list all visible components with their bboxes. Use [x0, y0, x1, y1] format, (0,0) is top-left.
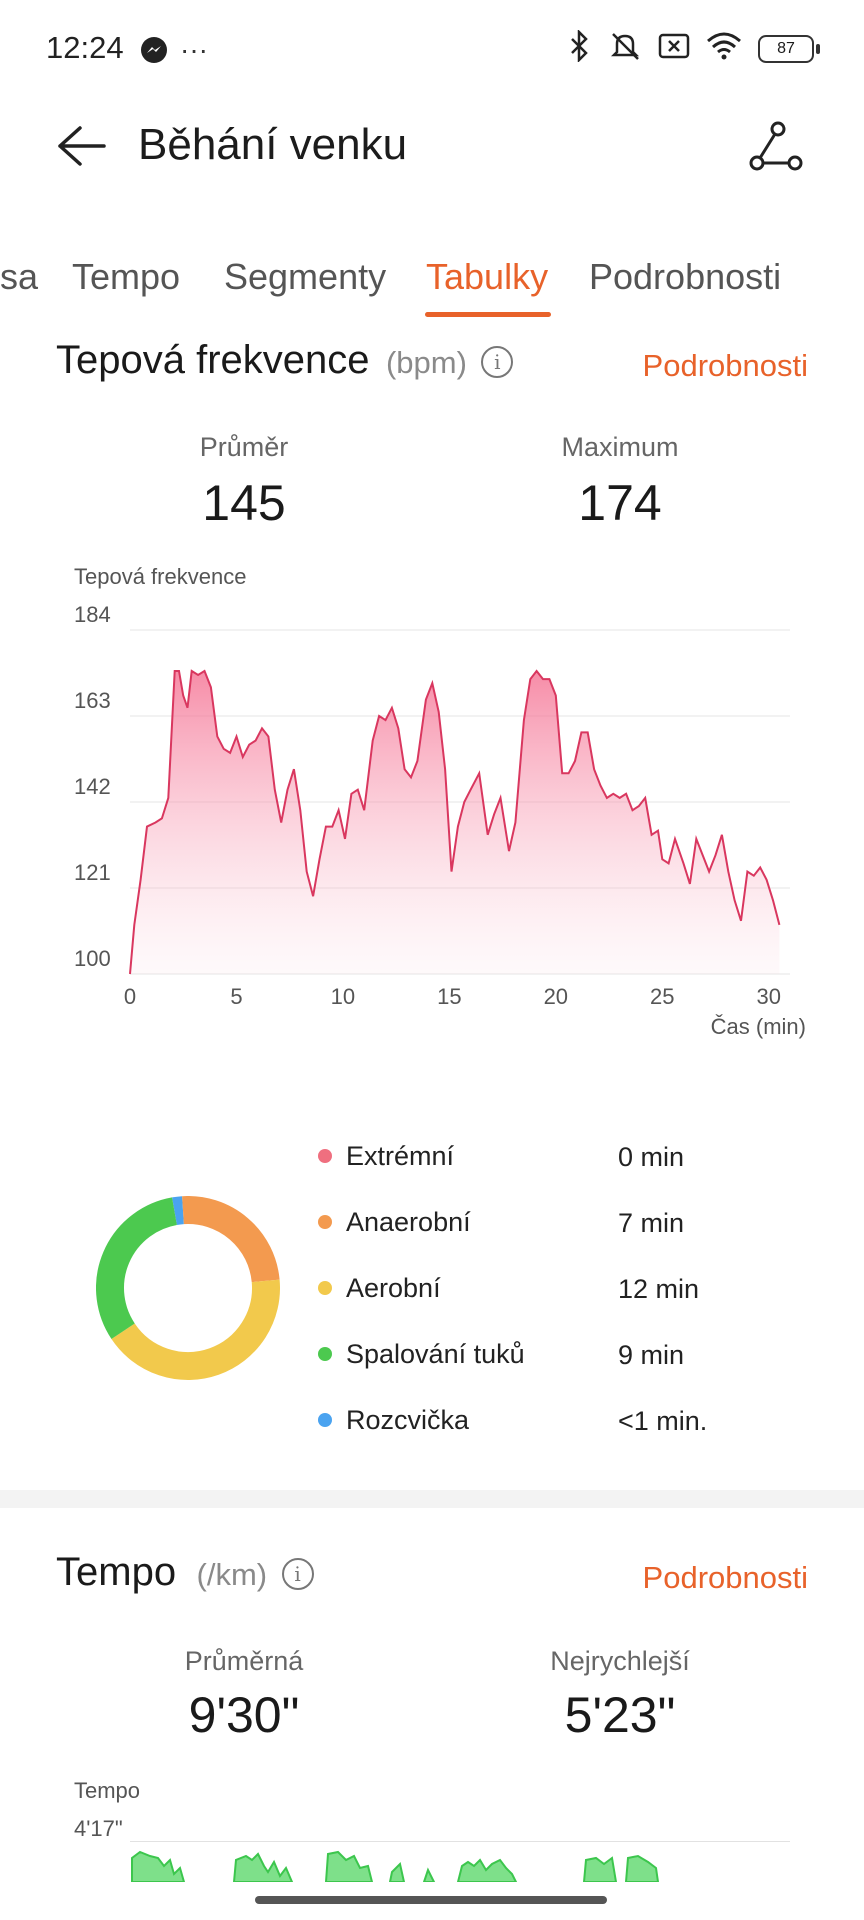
pace-unit: (/km)	[196, 1557, 268, 1592]
zone-row-aerobic: Aerobní	[318, 1268, 441, 1308]
page-title: Běhání venku	[138, 120, 408, 169]
tab-tabulky[interactable]: Tabulky	[426, 256, 549, 297]
zone-label: Rozcvička	[346, 1404, 470, 1435]
heart-rate-heading: Tepová frekvence (bpm) i	[56, 338, 514, 383]
info-icon[interactable]: i	[481, 346, 514, 378]
zone-label: Anaerobní	[346, 1206, 471, 1237]
pace-title: Tempo	[56, 1550, 177, 1594]
zone-value: 7 min	[618, 1208, 685, 1238]
zone-dot	[318, 1281, 332, 1295]
tab-segmenty[interactable]: Segmenty	[224, 256, 387, 297]
mute-icon	[608, 30, 642, 67]
battery-indicator: 87	[758, 34, 820, 63]
pace-top-tick: 4'17"	[74, 1816, 123, 1841]
avg-pace-label: Průměrná	[184, 1646, 304, 1676]
fastest-pace-label: Nejrychlejší	[550, 1646, 690, 1676]
y-tick-label: 100	[74, 946, 111, 971]
zone-donut-chart	[96, 1196, 280, 1380]
wifi-icon	[706, 31, 742, 66]
hr-line	[129, 669, 781, 975]
donut-segment-anaerobní	[182, 1196, 280, 1283]
zone-row-anaerobic: Anaerobní	[318, 1202, 471, 1242]
x-tick-label: 25	[650, 984, 674, 1009]
avg-hr-value: 145	[202, 475, 286, 531]
status-time: 12:24	[46, 30, 124, 65]
bluetooth-icon	[566, 28, 592, 67]
heart-rate-title: Tepová frekvence	[56, 338, 370, 382]
home-indicator[interactable]	[255, 1896, 607, 1904]
section-divider	[0, 1490, 864, 1508]
zone-label: Spalování tuků	[346, 1338, 525, 1369]
pace-chart-bars	[131, 1850, 660, 1882]
info-icon[interactable]: i	[281, 1558, 314, 1590]
pace-chart-caption: Tempo	[74, 1778, 141, 1803]
tab-tempo[interactable]: Tempo	[72, 256, 181, 297]
x-tick-label: 5	[230, 984, 242, 1009]
hr-chart-caption: Tepová frekvence	[74, 564, 247, 589]
zone-dot	[318, 1413, 332, 1427]
y-tick-label: 184	[74, 602, 111, 627]
zone-row-warmup: Rozcvička	[318, 1400, 469, 1440]
y-tick-label: 121	[74, 860, 111, 885]
zone-value: 12 min	[618, 1274, 700, 1304]
y-tick-label: 163	[74, 688, 111, 713]
x-tick-label: 10	[331, 984, 355, 1009]
back-button[interactable]	[56, 124, 106, 173]
donut-segment-rozcvička	[172, 1196, 185, 1225]
x-tick-label: 20	[544, 984, 568, 1009]
x-tick-label: 0	[124, 984, 136, 1009]
tab-bar: sa Tempo Segmenty Tabulky Podrobnosti	[0, 256, 864, 317]
heart-rate-details-link[interactable]: Podrobnosti	[642, 348, 808, 383]
zone-value: 9 min	[618, 1340, 685, 1370]
x-tick-label: 15	[437, 984, 461, 1009]
messenger-icon	[140, 36, 168, 69]
route-map-button[interactable]	[748, 120, 804, 177]
active-tab-indicator	[425, 312, 551, 317]
zone-row-extreme: Extrémní	[318, 1136, 454, 1176]
pace-heading: Tempo (/km) i	[56, 1550, 314, 1595]
heart-rate-unit: (bpm)	[385, 345, 467, 380]
zone-dot	[318, 1149, 332, 1163]
zone-dot	[318, 1215, 332, 1229]
tab-podrobnosti[interactable]: Podrobnosti	[589, 256, 782, 297]
y-tick-label: 142	[74, 774, 111, 799]
x-tick-label: 30	[756, 984, 780, 1009]
more-notifications-icon: ···	[180, 34, 208, 65]
x-axis-label: Čas (min)	[711, 1014, 806, 1039]
tab-partial[interactable]: sa	[0, 256, 39, 297]
donut-segment-aerobní	[111, 1279, 280, 1380]
zone-label: Extrémní	[346, 1140, 455, 1171]
zone-row-fat-burn: Spalování tuků	[318, 1334, 525, 1374]
pace-details-link[interactable]: Podrobnosti	[642, 1560, 808, 1595]
max-hr-value: 174	[578, 475, 662, 531]
no-sim-icon	[658, 32, 690, 65]
zone-label: Aerobní	[346, 1272, 441, 1303]
donut-segment-spalování-tuků	[96, 1197, 178, 1340]
zone-value: <1 min.	[618, 1406, 708, 1436]
fastest-pace-value: 5'23"	[564, 1687, 676, 1743]
avg-pace-value: 9'30"	[188, 1687, 300, 1743]
pace-gridline	[130, 1841, 790, 1842]
avg-hr-label: Průměr	[199, 432, 289, 462]
zone-dot	[318, 1347, 332, 1361]
hr-area	[130, 671, 780, 974]
max-hr-label: Maximum	[561, 432, 679, 462]
heart-rate-chart: 184 163 142 121 100 0 5 10 15 20 25 30 Čas (min)	[74, 602, 806, 1039]
zone-value: 0 min	[618, 1142, 685, 1172]
